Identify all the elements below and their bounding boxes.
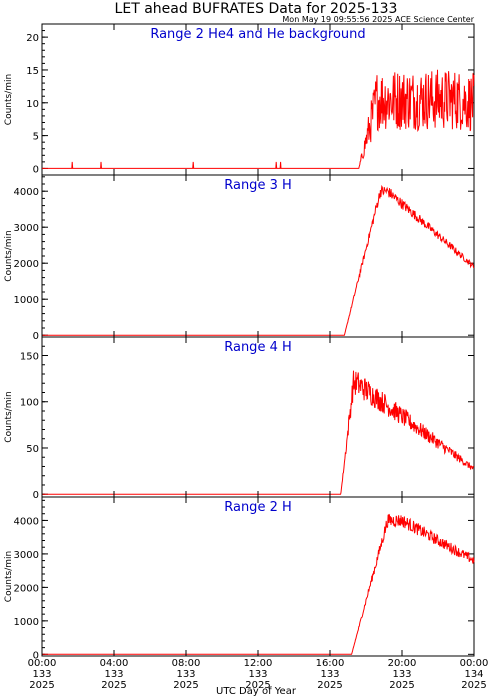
x-tick-label: 133 — [320, 669, 339, 680]
y-tick-label: 2000 — [14, 259, 39, 270]
x-axis-label: UTC Day of Year — [216, 686, 297, 697]
x-tick-label: 2025 — [245, 680, 270, 691]
y-tick-label: 0 — [33, 650, 39, 661]
y-tick-label: 4000 — [14, 516, 39, 527]
x-tick-label: 2025 — [461, 680, 486, 691]
x-tick-label: 04:00 — [100, 658, 129, 669]
x-tick-label: 134 — [464, 669, 483, 680]
y-tick-label: 10 — [26, 99, 39, 110]
y-tick-label: 2000 — [14, 583, 39, 594]
y-tick-label: 100 — [20, 398, 39, 409]
panel-title: Range 2 H — [224, 500, 292, 515]
x-tick-label: 2025 — [173, 680, 198, 691]
x-tick-label: 16:00 — [316, 658, 345, 669]
panel-title: Range 2 He4 and He background — [150, 27, 365, 42]
x-tick-label: 12:00 — [244, 658, 273, 669]
panel-1: 0 5 10 15 20 Counts/min Range 2 He4 and He bac… — [4, 23, 475, 176]
panel-frame — [41, 336, 475, 498]
x-tick-label: 133 — [392, 669, 411, 680]
timestamp-label: Mon May 19 09:55:56 2025 ACE Science Cen… — [282, 15, 474, 24]
panel-2: 0 1000 2000 3000 4000 Counts/min Range 3 H — [4, 174, 475, 342]
y-axis-label: Counts/min — [4, 74, 14, 125]
y-axis-label: Counts/min — [4, 391, 14, 442]
series-line — [42, 370, 475, 495]
panel-title: Range 3 H — [224, 178, 292, 193]
y-tick-label: 3000 — [14, 223, 39, 234]
y-tick-label: 5 — [33, 132, 39, 143]
series-line — [42, 69, 475, 169]
x-tick-label: 2025 — [317, 680, 342, 691]
x-tick-label: 133 — [176, 669, 195, 680]
x-tick-label: 133 — [248, 669, 267, 680]
y-tick-label: 0 — [33, 331, 39, 342]
y-tick-label: 0 — [33, 490, 39, 501]
y-tick-label: 4000 — [14, 187, 39, 198]
x-axis: 00:00133202504:00133202508:00133202512:0… — [28, 658, 488, 691]
chart-title: LET ahead BUFRATES Data for 2025-133 — [115, 1, 398, 17]
y-tick-label: 0 — [33, 164, 39, 175]
x-tick-label: 2025 — [389, 680, 414, 691]
x-tick-label: 133 — [104, 669, 123, 680]
x-tick-label: 00:00 — [28, 658, 57, 669]
panel-3: 0 50 100 150 Counts/min Range 4 H — [4, 336, 475, 501]
x-tick-label: 2025 — [101, 680, 126, 691]
y-tick-label: 3000 — [14, 550, 39, 561]
y-tick-label: 1000 — [14, 295, 39, 306]
x-tick-label: 2025 — [29, 680, 54, 691]
x-tick-label: 00:00 — [460, 658, 488, 669]
x-tick-label: 20:00 — [388, 658, 417, 669]
x-tick-label: 133 — [32, 669, 51, 680]
y-axis-label: Counts/min — [4, 551, 14, 602]
panel-frame — [41, 174, 475, 338]
panel-title: Range 4 H — [224, 340, 292, 355]
y-tick-label: 150 — [20, 351, 39, 362]
series-line — [42, 513, 475, 655]
y-tick-label: 20 — [26, 33, 39, 44]
series-line — [42, 184, 475, 336]
y-tick-label: 15 — [26, 66, 39, 77]
panel-4: 0 1000 2000 3000 4000 Counts/min Range 2 H — [4, 496, 475, 661]
y-tick-label: 1000 — [14, 617, 39, 628]
x-tick-label: 08:00 — [172, 658, 201, 669]
panels-group: 0 5 10 15 20 Counts/min Range 2 He4 and He bac… — [4, 23, 475, 661]
y-axis-label: Counts/min — [4, 230, 14, 281]
y-tick-label: 50 — [26, 444, 39, 455]
